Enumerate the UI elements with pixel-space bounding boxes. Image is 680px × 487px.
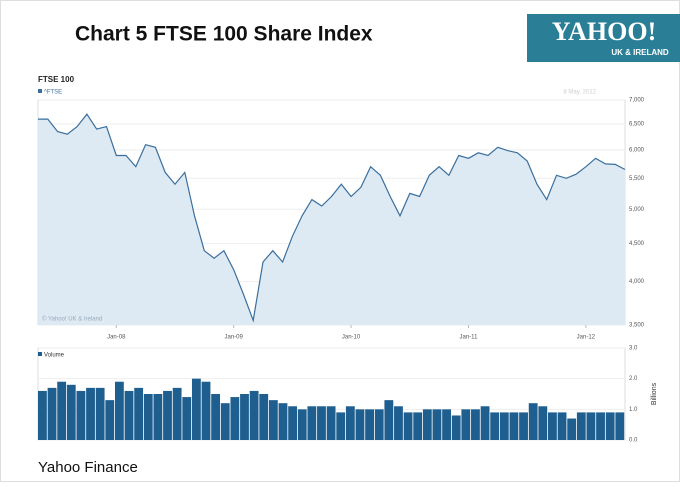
bar (576, 412, 586, 440)
y-tick-label: 4,500 (629, 241, 645, 247)
source: Yahoo Finance (38, 459, 138, 476)
bar (95, 387, 105, 440)
area (38, 114, 625, 325)
y-tick-label: 3,500 (629, 323, 645, 329)
y-axis-label: Billions (651, 382, 658, 405)
bar (191, 378, 201, 440)
bar (220, 403, 230, 440)
bar (259, 394, 269, 440)
slide-title: Chart 5 FTSE 100 Share Index (75, 23, 373, 46)
bar (374, 409, 384, 440)
bar (172, 387, 182, 440)
bar (249, 390, 259, 440)
bar (211, 394, 221, 440)
bar (297, 409, 307, 440)
bar (365, 409, 375, 440)
bar (355, 409, 365, 440)
bar (201, 381, 211, 440)
bar (451, 415, 461, 440)
y-tick-label: 5,000 (629, 207, 645, 213)
y-tick-label: 3.0 (629, 346, 638, 352)
x-tick-label: Jan-12 (577, 335, 596, 341)
bar (134, 387, 144, 440)
bar (114, 381, 124, 440)
bar (596, 412, 605, 440)
bar (66, 384, 76, 440)
bar (519, 412, 528, 440)
bar (471, 409, 480, 440)
copyright: © Yahoo! UK & Ireland (42, 316, 102, 323)
bar (442, 409, 451, 440)
y-tick-label: 0.0 (629, 438, 638, 444)
bar (422, 409, 432, 440)
y-tick-label: 1.0 (629, 407, 638, 413)
bar (326, 406, 336, 440)
x-tick-label: Jan-10 (342, 335, 361, 341)
legend-swatch (38, 352, 42, 356)
legend-label: ^FTSE (44, 90, 62, 96)
bar (76, 390, 86, 440)
legend-label: Volume (44, 353, 65, 359)
bar (548, 412, 557, 440)
bar (480, 406, 490, 440)
bar (163, 390, 172, 440)
bar (586, 412, 596, 440)
bar (105, 400, 115, 440)
bar (461, 409, 471, 440)
x-tick-label: Jan-09 (224, 335, 243, 341)
bar (538, 406, 548, 440)
x-tick-label: Jan-08 (107, 335, 126, 341)
y-tick-label: 6,000 (629, 148, 645, 154)
y-tick-label: 5,500 (629, 176, 645, 182)
bar (278, 403, 288, 440)
bar (47, 387, 57, 440)
y-tick-label: 2.0 (629, 376, 638, 382)
chart-title: FTSE 100 (38, 75, 75, 84)
bar (240, 394, 249, 440)
bar (567, 418, 577, 440)
bar (230, 397, 240, 440)
bar (182, 397, 192, 440)
bar (317, 406, 326, 440)
bar (528, 403, 538, 440)
bar (557, 412, 567, 440)
bar (124, 390, 134, 440)
bar (509, 412, 519, 440)
x-tick-label: Jan-11 (460, 335, 479, 341)
y-tick-label: 7,000 (629, 98, 645, 104)
y-tick-label: 4,000 (629, 279, 645, 285)
bar (615, 412, 625, 440)
bar (403, 412, 413, 440)
logo-box (527, 14, 680, 62)
y-tick-label: 6,500 (629, 122, 645, 128)
bar (432, 409, 442, 440)
bar (153, 394, 163, 440)
bar (143, 394, 153, 440)
bar (336, 412, 346, 440)
bar (394, 406, 403, 440)
bar (345, 406, 355, 440)
bar (288, 406, 298, 440)
logo: YAHOO! (552, 17, 657, 46)
bar (268, 400, 278, 440)
bar (499, 412, 509, 440)
line (38, 113, 626, 323)
bar (38, 390, 47, 440)
bar (605, 412, 615, 440)
bar (307, 406, 317, 440)
bar (490, 412, 500, 440)
bar (384, 400, 394, 440)
bar (57, 381, 67, 440)
bar (86, 387, 95, 440)
bar (413, 412, 423, 440)
date-label: 8 May, 2012 (563, 90, 596, 96)
legend-swatch (38, 89, 42, 93)
logo-subtitle: UK & IRELAND (611, 48, 669, 57)
